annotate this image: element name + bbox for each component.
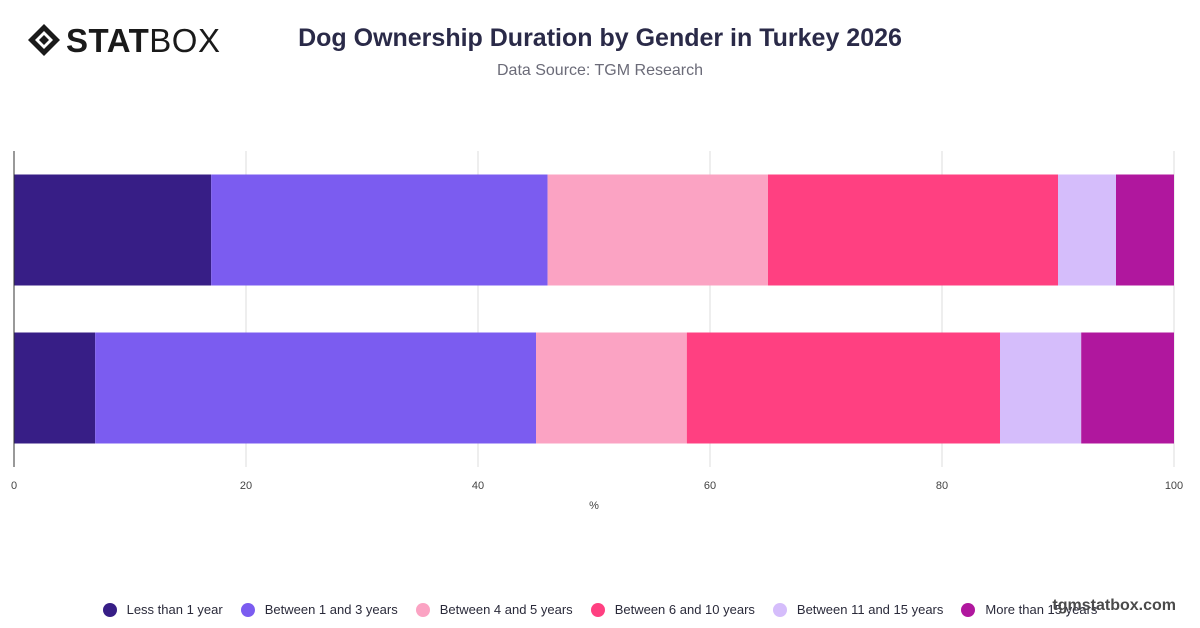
x-tick-label-5: 100 <box>1165 480 1183 492</box>
legend-item-1[interactable]: Between 1 and 3 years <box>240 602 398 617</box>
logo-wordmark-light: BOX <box>149 21 221 59</box>
legend-item-4[interactable]: Between 11 and 15 years <box>772 602 944 617</box>
bar-segment-row0-series2 <box>547 174 768 286</box>
legend-label-2: Between 4 and 5 years <box>439 602 573 617</box>
legend-label-5: More than 15 years <box>985 602 1098 617</box>
bar-segment-row0-series0 <box>14 174 212 286</box>
bar-segment-row0-series4 <box>1058 174 1116 286</box>
legend-item-3[interactable]: Between 6 and 10 years <box>590 602 755 617</box>
bar-segment-row1-series2 <box>536 332 687 444</box>
stacked-bar-chart: 0 20 40 60 80 100% <box>11 151 1183 512</box>
x-tick-label-1: 20 <box>240 480 252 492</box>
x-tick-label-2: 40 <box>472 480 484 492</box>
legend-swatch-5 <box>961 602 976 617</box>
axes: 0 20 40 60 80 100% <box>11 151 1183 512</box>
bar-segment-row0-series5 <box>1116 174 1174 286</box>
x-tick-label-0: 0 <box>11 480 17 492</box>
x-tick-label-4: 80 <box>936 480 948 492</box>
legend-swatch-2 <box>415 602 430 617</box>
bar-segment-row1-series3 <box>686 332 1000 444</box>
bar-segment-row1-series5 <box>1081 332 1174 444</box>
statbox-logo: STATBOX <box>26 22 220 58</box>
bar-segment-row0-series3 <box>768 174 1058 286</box>
legend-label-0: Less than 1 year <box>126 602 223 617</box>
bars <box>14 174 1174 444</box>
bar-segment-row1-series1 <box>95 332 536 444</box>
legend-swatch-3 <box>590 602 605 617</box>
x-axis-label: % <box>589 500 599 512</box>
chart-subtitle: Data Source: TGM Research <box>496 62 703 79</box>
bar-segment-row0-series1 <box>211 174 548 286</box>
chart-legend: Less than 1 year Between 1 and 3 years Bet… <box>0 602 1200 617</box>
legend-label-1: Between 1 and 3 years <box>264 602 398 617</box>
legend-item-5[interactable]: More than 15 years <box>961 602 1097 617</box>
legend-label-3: Between 6 and 10 years <box>614 602 755 617</box>
logo-wordmark-bold: STAT <box>66 21 150 59</box>
watermark: tgmstatbox.com <box>1052 597 1176 614</box>
legend-item-0[interactable]: Less than 1 year <box>102 602 223 617</box>
legend-item-2[interactable]: Between 4 and 5 years <box>415 602 573 617</box>
x-tick-label-3: 60 <box>704 480 716 492</box>
legend-swatch-0 <box>102 602 117 617</box>
legend-label-4: Between 11 and 15 years <box>796 602 944 617</box>
bar-segment-row1-series0 <box>14 332 96 444</box>
logo-wordmark: STATBOX <box>66 24 220 57</box>
legend-swatch-4 <box>772 602 787 617</box>
chart-title: Dog Ownership Duration by Gender in Turk… <box>298 24 902 52</box>
statbox-diamond-icon <box>28 24 60 56</box>
legend-swatch-1 <box>240 602 255 617</box>
bar-segment-row1-series4 <box>1000 332 1082 444</box>
